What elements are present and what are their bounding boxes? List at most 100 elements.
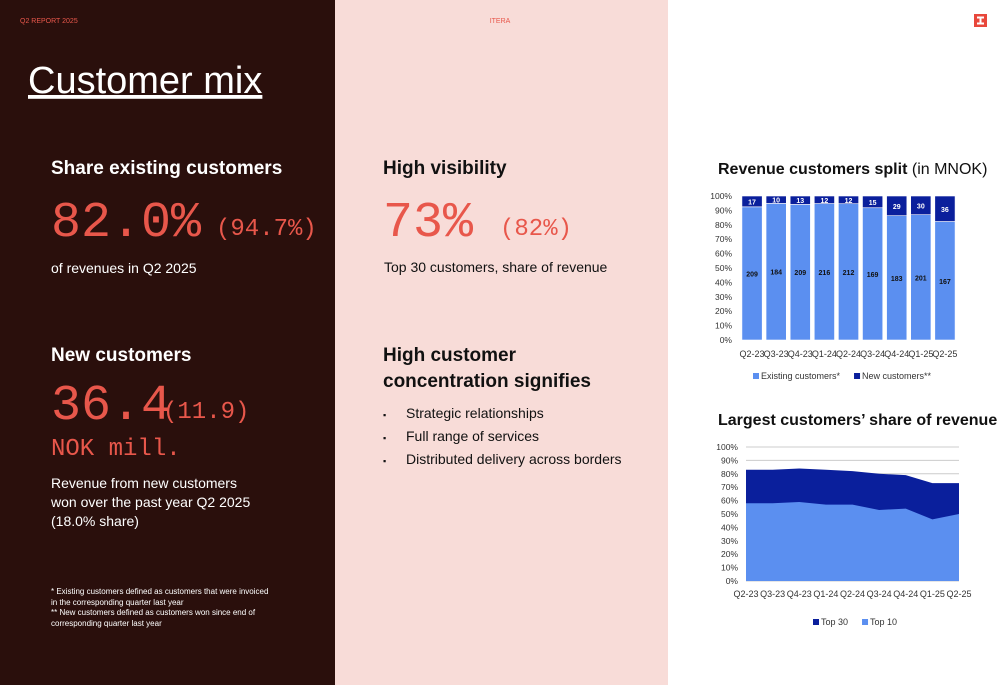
chart-title-note: (in MNOK) <box>912 161 988 178</box>
y-tick-label: 40% <box>715 277 732 287</box>
y-tick-label: 40% <box>721 522 738 532</box>
y-tick-label: 60% <box>721 496 738 506</box>
kpi-value: 82.0% <box>51 195 202 252</box>
kpi-value: 36.4 <box>51 378 171 435</box>
data-label: 167 <box>939 279 951 286</box>
middle-panel <box>335 0 668 685</box>
data-label: 30 <box>917 203 925 210</box>
left-panel <box>0 0 335 685</box>
kpi-prior: (82%) <box>500 216 572 243</box>
data-label: 15 <box>869 200 877 207</box>
kpi-heading: High visibility <box>383 158 507 179</box>
bar-segment <box>934 195 956 222</box>
data-label: 10 <box>772 198 780 205</box>
bullet: ▪ <box>383 433 386 443</box>
y-tick-label: 80% <box>721 469 738 479</box>
legend-swatch <box>753 373 759 379</box>
kpi-heading: Share existing customers <box>51 158 282 179</box>
footnote: corresponding quarter last year <box>51 619 162 628</box>
x-tick-label: Q3-24 <box>867 589 892 599</box>
data-label: 183 <box>891 276 903 283</box>
bar-segment <box>813 195 835 204</box>
list-heading: High customer <box>383 345 517 366</box>
data-label: 13 <box>796 198 804 205</box>
x-tick-label: Q4-23 <box>788 349 813 359</box>
y-tick-label: 50% <box>721 509 738 519</box>
y-tick-label: 0% <box>726 576 739 586</box>
legend-swatch <box>854 373 861 379</box>
data-label: 17 <box>748 199 756 206</box>
legend-label: Existing customers* <box>761 371 841 381</box>
data-label: 212 <box>843 270 855 277</box>
kpi-value: 73% <box>383 195 474 252</box>
data-label: 216 <box>819 270 831 277</box>
chart-title: Largest customers’ share of revenue <box>718 412 997 429</box>
y-tick-label: 70% <box>715 234 732 244</box>
page-title: Customer mix <box>28 60 262 102</box>
data-label: 12 <box>820 198 828 205</box>
y-tick-label: 50% <box>715 263 732 273</box>
bar-segment <box>862 195 884 209</box>
y-tick-label: 60% <box>715 249 732 259</box>
x-tick-label: Q1-24 <box>813 589 838 599</box>
chart-title: Revenue customers split (in MNOK) <box>718 161 987 178</box>
kpi-caption: (18.0% share) <box>51 513 139 529</box>
x-tick-label: Q2-25 <box>932 349 957 359</box>
data-label: 12 <box>845 198 853 205</box>
x-tick-label: Q1-24 <box>812 349 837 359</box>
chart-title-main: Revenue customers split <box>718 161 908 178</box>
legend-label: Top 30 <box>821 617 848 627</box>
legend-label: Top 10 <box>870 617 897 627</box>
footnote: ** New customers defined as customers wo… <box>51 608 256 617</box>
right-panel <box>668 0 1000 685</box>
kpi-caption: of revenues in Q2 2025 <box>51 260 197 276</box>
bar-segment <box>789 195 811 205</box>
y-tick-label: 30% <box>715 292 732 302</box>
data-label: 209 <box>746 271 758 278</box>
kpi-prior: (94.7%) <box>216 216 317 243</box>
logo <box>974 14 987 27</box>
y-tick-label: 100% <box>716 442 738 452</box>
left-content: Share existing customers 82.0% (94.7%) o… <box>50 158 317 628</box>
y-tick-label: 10% <box>715 321 732 331</box>
y-tick-label: 20% <box>715 306 732 316</box>
footnote: in the corresponding quarter last year <box>51 598 184 607</box>
legend-label: New customers** <box>862 371 932 381</box>
x-tick-label: Q2-25 <box>946 589 971 599</box>
data-label: 169 <box>867 272 879 279</box>
bar-segment <box>838 195 859 205</box>
y-tick-label: 70% <box>721 482 738 492</box>
list-item: Full range of services <box>406 428 539 444</box>
x-tick-label: Q2-23 <box>740 349 765 359</box>
footnote: * Existing customers defined as customer… <box>51 587 268 596</box>
bar-segment <box>910 195 932 216</box>
kpi-caption: Top 30 customers, share of revenue <box>384 259 608 275</box>
x-tick-label: Q3-24 <box>860 349 885 359</box>
x-tick-label: Q3-23 <box>760 589 785 599</box>
x-tick-label: Q4-24 <box>884 349 909 359</box>
x-tick-label: Q2-24 <box>836 349 861 359</box>
bar-segment <box>765 195 787 204</box>
data-label: 201 <box>915 275 927 282</box>
kpi-unit: NOK mill. <box>51 436 181 463</box>
area <box>746 501 959 581</box>
kpi-caption: won over the past year Q2 2025 <box>50 494 250 510</box>
bullet: ▪ <box>383 456 386 466</box>
bullet: ▪ <box>383 410 386 420</box>
y-tick-label: 90% <box>715 205 732 215</box>
data-label: 36 <box>941 207 949 214</box>
list-item: Distributed delivery across borders <box>406 451 622 467</box>
x-tick-label: Q1-25 <box>908 349 933 359</box>
x-tick-label: Q2-24 <box>840 589 865 599</box>
data-label: 184 <box>770 270 782 277</box>
kpi-heading: New customers <box>51 345 191 366</box>
y-tick-label: 100% <box>710 191 732 201</box>
y-tick-label: 0% <box>720 335 733 345</box>
bar-segment <box>741 195 763 208</box>
middle-content: High visibility 73% (82%) Top 30 custome… <box>383 158 622 467</box>
list-item: Strategic relationships <box>406 405 544 421</box>
kpi-caption: Revenue from new customers <box>51 475 237 491</box>
x-tick-label: Q2-23 <box>733 589 758 599</box>
y-tick-label: 10% <box>721 563 738 573</box>
